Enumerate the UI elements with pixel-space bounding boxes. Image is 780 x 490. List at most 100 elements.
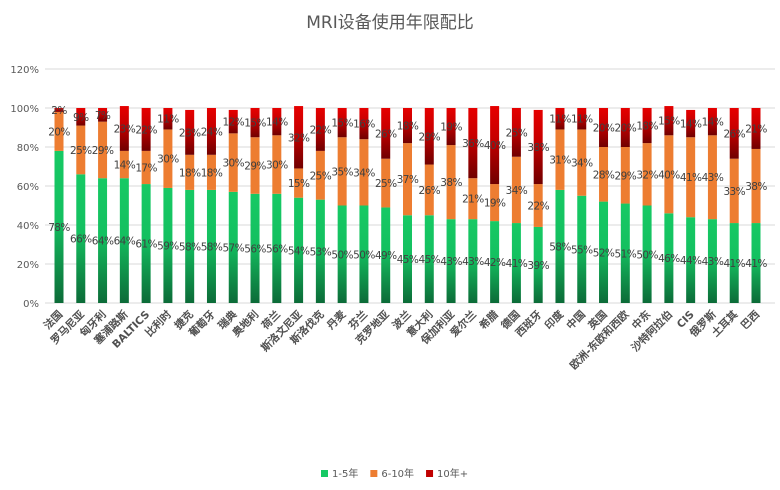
data-label: 45%	[419, 254, 441, 266]
data-label: 2%	[51, 105, 67, 117]
bar-segment	[511, 156, 521, 224]
bar-segment	[533, 226, 543, 303]
bar-segment	[76, 174, 86, 303]
bar-segment	[98, 178, 108, 303]
data-label: 58%	[179, 241, 201, 253]
data-label: 15%	[658, 116, 680, 128]
data-label: 20%	[615, 123, 637, 135]
bar-segment	[707, 135, 717, 220]
data-label: 53%	[310, 246, 332, 258]
data-label: 25%	[310, 170, 332, 182]
data-label: 14%	[114, 160, 136, 172]
data-label: 23%	[179, 127, 201, 139]
bar-segment	[315, 150, 325, 200]
data-label: 12%	[222, 117, 244, 129]
bar-segment	[620, 108, 630, 147]
data-label: 45%	[397, 254, 419, 266]
bar-segment	[599, 201, 609, 303]
bar-segment	[163, 187, 173, 303]
bar-segment	[729, 108, 739, 159]
data-label: 43%	[702, 172, 724, 184]
bar-segment	[620, 147, 630, 204]
bar-segment	[664, 135, 674, 214]
data-label: 56%	[244, 243, 266, 255]
bar-segment	[729, 223, 739, 303]
bar-segment	[359, 139, 369, 206]
bar-segment	[250, 108, 260, 138]
bar-segment	[403, 108, 412, 144]
data-label: 18%	[179, 167, 201, 179]
data-label: 56%	[266, 243, 288, 255]
data-label: 40%	[658, 169, 680, 181]
data-label: 41%	[723, 258, 745, 270]
data-label: 43%	[462, 256, 484, 268]
bar-segment	[119, 150, 129, 179]
bar-segment	[228, 191, 238, 303]
bar-segment	[54, 150, 64, 303]
category-label: 巴西	[739, 308, 763, 332]
data-label: 58%	[549, 241, 571, 253]
data-label: 58%	[201, 241, 223, 253]
bar-segment	[250, 193, 260, 303]
data-label: 59%	[157, 240, 179, 252]
data-label: 40%	[484, 140, 506, 152]
bar-segment	[359, 108, 369, 140]
bar-segment	[206, 189, 216, 303]
data-label: 15%	[244, 118, 266, 130]
data-label: 64%	[114, 236, 136, 248]
data-label: 38%	[745, 181, 767, 193]
bar-segment	[490, 221, 500, 303]
bar-segment	[707, 219, 717, 303]
bar-segment	[751, 223, 761, 303]
bar-segment	[555, 108, 565, 130]
data-label: 34%	[353, 167, 375, 179]
bar-segment	[729, 158, 739, 224]
data-label: 34%	[506, 185, 528, 197]
data-label: 43%	[702, 256, 724, 268]
bar-segment	[294, 106, 304, 169]
category-label: 丹麦	[324, 308, 348, 332]
data-label: 30%	[266, 160, 288, 172]
data-label: 50%	[331, 249, 353, 261]
bar-segment	[163, 129, 173, 188]
bar-segment	[250, 137, 260, 194]
legend-swatch	[321, 470, 328, 477]
data-label: 22%	[135, 124, 157, 136]
bar-segment	[555, 189, 565, 303]
data-label: 30%	[222, 158, 244, 170]
bar-segment	[577, 129, 587, 196]
bar-segment	[446, 145, 456, 220]
data-label: 54%	[288, 245, 310, 257]
legend-swatch	[370, 470, 378, 477]
bar-segment	[337, 205, 347, 303]
data-label: 31%	[549, 155, 571, 167]
data-label: 32%	[636, 169, 658, 181]
data-label: 11%	[571, 114, 593, 126]
bar-segment	[403, 143, 412, 216]
y-tick-label: 40%	[17, 221, 39, 232]
legend-swatch	[426, 470, 434, 477]
bar-segment	[642, 143, 652, 206]
data-label: 28%	[593, 169, 615, 181]
data-label: 29%	[244, 161, 266, 173]
bar-segment	[294, 168, 304, 198]
y-tick-label: 0%	[23, 299, 39, 310]
bar-segment	[707, 108, 717, 136]
data-label: 29%	[92, 145, 114, 157]
data-label: 14%	[680, 119, 702, 131]
bar-segment	[424, 164, 434, 216]
data-label: 14%	[266, 117, 288, 129]
bar-segment	[468, 108, 478, 179]
bar-segment	[141, 184, 151, 303]
bar-segment	[163, 108, 173, 130]
bar-segment	[599, 108, 609, 147]
data-label: 15%	[331, 118, 353, 130]
legend-label: 1-5年	[332, 467, 358, 480]
bar-segment	[751, 148, 761, 224]
data-label: 39%	[527, 260, 549, 272]
bar-segment	[98, 121, 108, 179]
bar-segment	[642, 205, 652, 303]
category-label: 希腊	[476, 308, 501, 333]
bar-segment	[686, 217, 696, 303]
data-label: 50%	[636, 249, 658, 261]
